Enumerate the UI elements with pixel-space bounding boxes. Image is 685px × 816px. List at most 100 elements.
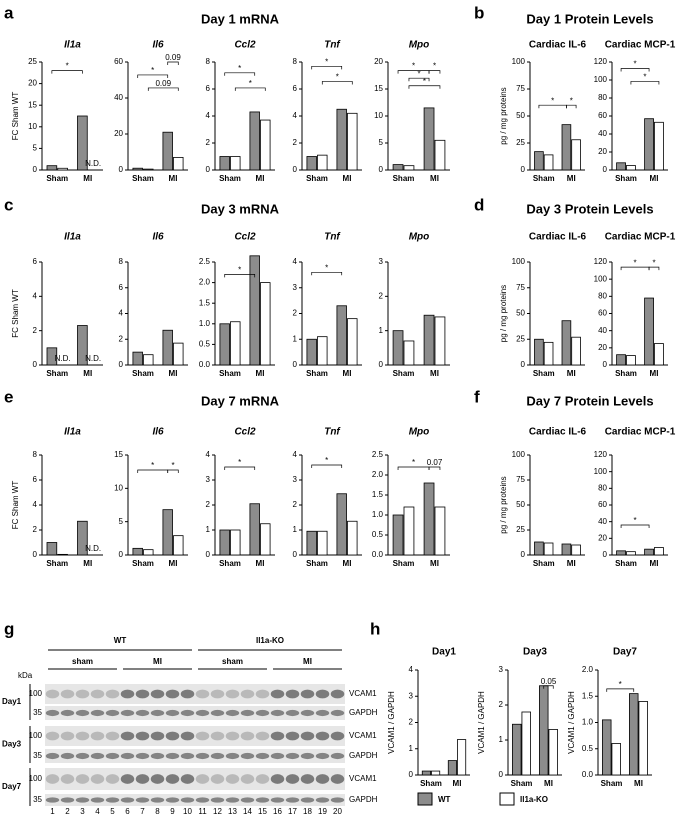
bar — [347, 318, 358, 366]
blot-band — [150, 709, 165, 717]
unit-label: kDa — [18, 671, 33, 680]
chart-title: Cardiac MCP-1 — [605, 40, 676, 51]
x-tick-label: Sham — [393, 174, 415, 183]
bar — [434, 316, 446, 366]
y-tick-label: 0.0 — [199, 360, 211, 369]
x-tick-label: MI — [83, 174, 92, 183]
y-tick-label: 80 — [598, 291, 607, 300]
blot-band — [315, 731, 330, 741]
blot-band — [120, 774, 135, 784]
y-tick-label: 20 — [598, 533, 607, 542]
blot-band — [90, 797, 105, 803]
day-label: Day1 — [2, 697, 22, 706]
annotation: * — [336, 73, 339, 82]
bar — [173, 535, 184, 556]
y-tick-label: 6 — [206, 84, 211, 93]
significance-bracket — [408, 77, 430, 82]
significance-bracket — [543, 685, 554, 689]
y-tick-label: 15 — [114, 450, 123, 459]
chart-title: Mpo — [409, 40, 430, 51]
bar — [543, 154, 554, 171]
annotation: N.D. — [85, 159, 101, 168]
day-label: Day7 — [2, 782, 22, 791]
x-tick-label: Sham — [46, 174, 68, 183]
x-tick-label: MI — [650, 369, 659, 378]
blot-band — [165, 797, 180, 803]
blot-band — [120, 689, 135, 699]
annotation: * — [423, 77, 426, 86]
lane-number: 9 — [170, 807, 175, 816]
y-tick-label: 1.5 — [372, 490, 384, 499]
bar — [77, 325, 88, 366]
bar — [512, 723, 522, 776]
blot-band — [210, 797, 225, 803]
x-tick-label: MI — [83, 369, 92, 378]
bar — [534, 151, 544, 171]
chart-title: Tnf — [324, 40, 341, 51]
blot-band — [225, 797, 240, 803]
bar — [260, 523, 271, 556]
blot-band — [90, 689, 105, 699]
blot-band — [45, 709, 60, 717]
blot-band — [45, 752, 60, 760]
blot-band — [75, 752, 90, 760]
x-tick-label: MI — [430, 369, 439, 378]
y-tick-label: 1 — [293, 334, 298, 343]
blot-band — [270, 774, 285, 784]
blot-band — [90, 709, 105, 717]
blot-band — [75, 689, 90, 699]
annotation: * — [171, 461, 174, 470]
protein-label: VCAM1 — [349, 689, 377, 698]
bar — [219, 529, 230, 556]
annotation: * — [619, 680, 622, 689]
significance-bracket — [137, 469, 169, 473]
blot-band — [255, 797, 270, 803]
marker-label: 100 — [29, 689, 43, 698]
y-tick-label: 100 — [594, 467, 608, 476]
blot-band — [105, 689, 120, 699]
x-tick-label: Sham — [601, 779, 623, 788]
bar — [143, 549, 154, 556]
significance-bracket — [167, 469, 179, 473]
group-label: WT — [114, 636, 127, 645]
y-tick-label: 0 — [603, 360, 608, 369]
y-tick-label: 4 — [293, 257, 298, 266]
y-tick-label: 4 — [119, 309, 124, 318]
blot-band — [300, 774, 315, 784]
x-tick-label: MI — [567, 369, 576, 378]
y-tick-label: 40 — [598, 129, 607, 138]
blot-band — [225, 752, 240, 760]
lane-number: 20 — [333, 807, 342, 816]
bar — [403, 340, 415, 366]
y-tick-label: 20 — [598, 147, 607, 156]
y-tick-label: 0 — [33, 165, 38, 174]
panel-letter: g — [4, 619, 14, 638]
y-tick-label: 50 — [516, 500, 525, 509]
blot-band — [225, 689, 240, 699]
blot-band — [210, 689, 225, 699]
bar — [423, 107, 435, 171]
annotation: 0.09 — [155, 79, 171, 88]
lane-number: 15 — [258, 807, 267, 816]
blot-band — [315, 797, 330, 803]
y-tick-label: 0 — [603, 165, 608, 174]
y-tick-label: 8 — [33, 450, 38, 459]
blot-band — [75, 774, 90, 784]
y-tick-label: 0 — [379, 360, 384, 369]
y-tick-label: 4 — [293, 111, 298, 120]
bar — [347, 520, 358, 556]
blot-band — [45, 774, 60, 784]
bar — [249, 503, 260, 556]
protein-label: VCAM1 — [349, 774, 377, 783]
y-tick-label: 60 — [114, 57, 123, 66]
x-tick-label: Sham — [306, 174, 328, 183]
x-tick-label: MI — [634, 779, 643, 788]
y-tick-label: 50 — [516, 309, 525, 318]
bar — [561, 320, 572, 366]
lane-number: 12 — [213, 807, 222, 816]
y-tick-label: 0 — [206, 165, 211, 174]
bar — [260, 119, 271, 171]
y-tick-label: 2 — [379, 291, 384, 300]
blot-band — [105, 797, 120, 803]
x-tick-label: MI — [650, 559, 659, 568]
